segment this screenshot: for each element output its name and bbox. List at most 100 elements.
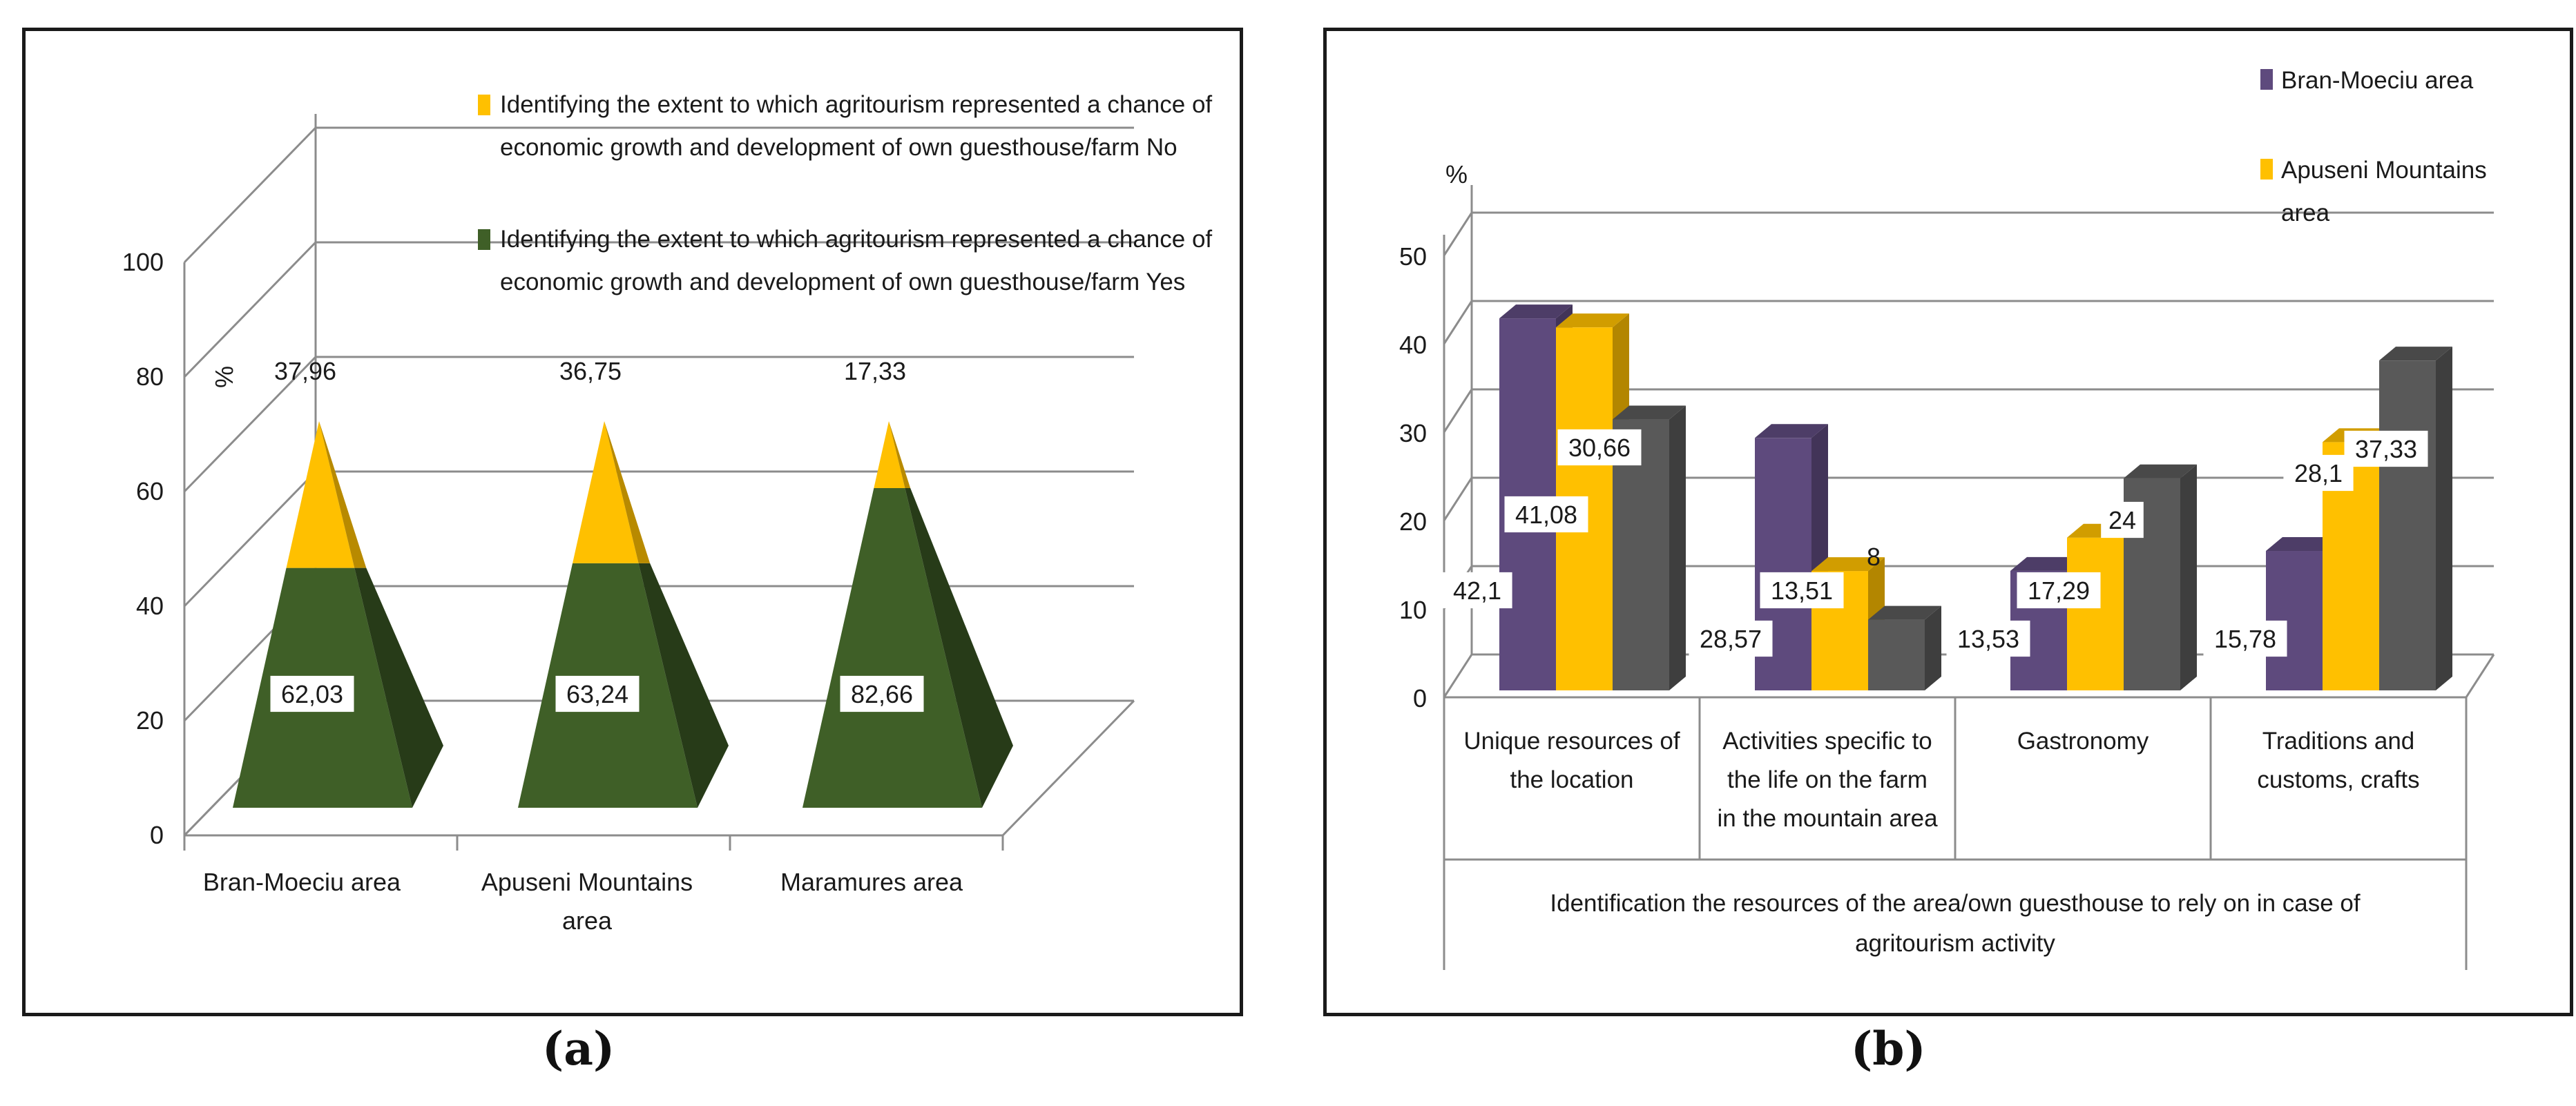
chart-a-svg: 0 20 40 60 80 100% 62,03 37,96 Bran-Moeciu area 6… <box>122 91 1213 935</box>
caption-b: (b) <box>1851 1022 1926 1076</box>
data-label-yes-box <box>840 675 924 712</box>
chart-b-panel: 0 10 20 30 40 50% 42,1 41,08 30,66 28,57 13,51 8 13,… <box>1323 28 2573 1016</box>
bar-2-side <box>1669 405 1686 690</box>
legend-text-0-l2: economic growth and development of own g… <box>500 134 1178 161</box>
bar-1-top <box>1556 313 1629 328</box>
pyramid-no-front <box>286 421 355 568</box>
bar-1-top <box>1811 557 1885 572</box>
category-label: Traditions and <box>2262 728 2415 755</box>
pyramid-no-side <box>604 421 651 563</box>
x-axis-title: agritourism activity <box>1855 930 2055 957</box>
category-label: Gastronomy <box>2017 728 2149 755</box>
y-tick-label: 20 <box>136 706 164 735</box>
data-label: 8 <box>1867 543 1881 571</box>
category-label: Apuseni Mountains <box>481 868 693 896</box>
legend-text-1-l2: economic growth and development of own g… <box>500 269 1185 295</box>
data-label-box <box>2101 501 2144 539</box>
data-label-yes: 82,66 <box>851 680 913 708</box>
y-tick-label: 0 <box>1413 684 1427 712</box>
data-label-box <box>1504 496 1588 533</box>
y-tick-label: 20 <box>1399 507 1427 536</box>
y-tick-label: 40 <box>136 592 164 620</box>
bar-2-side <box>2436 347 2452 690</box>
data-label: 42,1 <box>1453 576 1501 605</box>
legend-text-0-l1: Identifying the extent to which agritour… <box>500 91 1212 118</box>
category-label: in the mountain area <box>1717 805 1938 832</box>
x-axis-title: Identification the resources of the area… <box>1550 890 2360 917</box>
data-label: 41,08 <box>1515 501 1577 529</box>
data-label-box <box>1946 620 2030 657</box>
data-label: 37,33 <box>2355 435 2417 463</box>
data-label: 28,1 <box>2294 459 2343 487</box>
pyramid-yes-side <box>354 567 443 808</box>
category-label: the life on the farm <box>1727 766 1928 793</box>
data-label-yes: 63,24 <box>566 680 628 708</box>
pyramid-no-side <box>319 421 367 568</box>
data-label: 30,66 <box>1568 434 1631 462</box>
y-tick-label: 100 <box>122 248 164 276</box>
y-axis-label: % <box>210 366 238 388</box>
category-label: customs, crafts <box>2257 766 2419 793</box>
category-label: Unique resources of <box>1463 728 1680 755</box>
data-label-no: 17,33 <box>844 357 906 385</box>
category-label: Maramures area <box>780 868 963 896</box>
legend-text-1-l2: area <box>2281 200 2330 226</box>
y-tick-label: 30 <box>1399 419 1427 447</box>
pyramid-yes-side <box>905 488 1013 808</box>
category-label: Bran-Moeciu area <box>203 868 401 896</box>
y-tick-label: 10 <box>1399 596 1427 624</box>
bar-0-top <box>2266 537 2339 552</box>
bar-2-front <box>1868 619 1925 690</box>
legend-text-1-l1: Identifying the extent to which agritour… <box>500 226 1212 253</box>
data-label: 28,57 <box>1700 625 1762 653</box>
data-label-yes-box <box>270 675 354 712</box>
y-tick-label: 0 <box>150 821 164 849</box>
data-label: 24 <box>2108 506 2136 534</box>
data-label-yes-box <box>555 675 640 712</box>
data-label-no: 37,96 <box>274 357 336 385</box>
bar-2-top <box>2124 464 2197 478</box>
data-label: 17,29 <box>2028 576 2090 605</box>
gridline-50 <box>1443 211 2494 256</box>
data-label: 13,51 <box>1771 576 1833 605</box>
data-label: 15,78 <box>2214 625 2276 653</box>
pyramid-no-side <box>889 421 911 489</box>
pyramid-yes-side <box>638 563 729 808</box>
y-tick-label: 80 <box>136 362 164 391</box>
category-label: the location <box>1510 766 1633 793</box>
caption-a: (a) <box>542 1022 615 1076</box>
bar-2-side <box>2180 464 2197 690</box>
data-label-box <box>1442 572 1512 609</box>
data-label-no: 36,75 <box>559 357 622 385</box>
bar-0-top <box>1499 304 1573 319</box>
category-label: Activities specific to <box>1722 728 1932 755</box>
chart-a-panel: 0 20 40 60 80 100% 62,03 37,96 Bran-Moeciu area 6… <box>22 28 1243 1016</box>
data-label-box <box>2017 572 2101 609</box>
bar-2-side <box>1925 605 1941 690</box>
bar-0-top <box>2010 556 2084 571</box>
y-tick-label: 40 <box>1399 331 1427 359</box>
bar-0-top <box>1755 424 1828 438</box>
y-tick-label: 50 <box>1399 242 1427 271</box>
legend-text-0-l1: Bran-Moeciu area <box>2281 67 2474 94</box>
bar-2-top <box>2379 347 2452 361</box>
legend-swatch-0 <box>2260 69 2273 90</box>
data-label-box <box>1689 620 1773 657</box>
category-label: area <box>562 906 613 935</box>
pyramid-no-front <box>573 421 639 563</box>
data-label-box <box>1557 429 1642 466</box>
data-label: 13,53 <box>1957 625 2019 653</box>
legend-text-1-l1: Apuseni Mountains <box>2281 157 2487 184</box>
bar-2-top <box>1868 605 1941 620</box>
y-axis-label: % <box>1445 160 1468 188</box>
pyramid-no-front <box>874 421 905 489</box>
chart-b-svg: 0 10 20 30 40 50% 42,1 41,08 30,66 28,57 13,51 8 13,… <box>1399 67 2495 970</box>
bar-2-front <box>2379 360 2436 690</box>
data-label-box <box>2344 430 2428 467</box>
data-label-yes: 62,03 <box>281 680 343 708</box>
bar-2-top <box>1613 405 1686 420</box>
legend-swatch-0 <box>478 95 490 115</box>
legend-swatch-1 <box>2260 159 2273 180</box>
data-label-box <box>2283 454 2354 492</box>
y-tick-label: 60 <box>136 477 164 505</box>
